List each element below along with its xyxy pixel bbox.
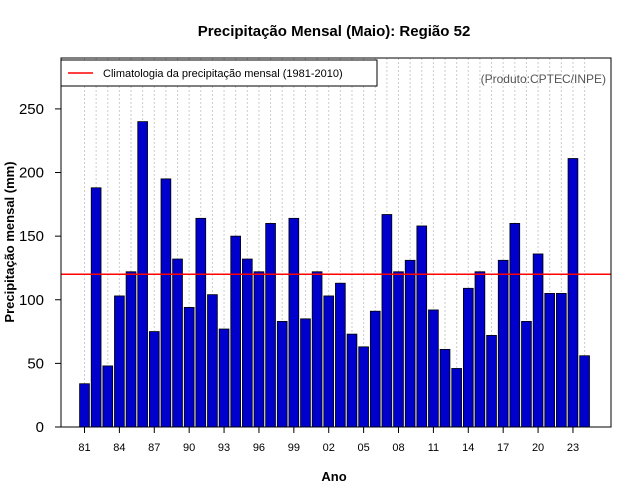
x-tick-label: 08	[392, 442, 404, 454]
bar-1997	[265, 223, 276, 428]
bar-1985	[125, 271, 137, 428]
y-axis-label: Precipitação mensal (mm)	[2, 161, 17, 322]
bar-1981	[79, 383, 90, 428]
bar-2024	[579, 355, 590, 428]
bar-1989	[172, 258, 183, 428]
bar-1996	[253, 271, 265, 428]
y-tick-label: 250	[19, 101, 44, 118]
chart-title: Precipitação Mensal (Maio): Região 52	[198, 23, 471, 40]
plot-border	[60, 57, 612, 428]
bar-2015	[474, 271, 486, 428]
x-tick-label: 20	[532, 442, 544, 454]
x-tick-label: 17	[497, 442, 509, 454]
bar-2010	[416, 225, 428, 428]
x-tick-label: 99	[288, 442, 300, 454]
y-tick-label: 50	[27, 355, 44, 372]
bar-2013	[451, 368, 462, 428]
bar-2003	[335, 282, 346, 428]
y-axis: 0 50 100 150 200 250	[19, 101, 61, 436]
bar-2019	[521, 320, 532, 428]
bar-1998	[276, 320, 288, 428]
x-tick-label: 02	[323, 442, 335, 454]
bar-2002	[323, 295, 335, 428]
credit-text: (Produto:CPTEC/INPE)	[481, 72, 606, 86]
bar-1988	[160, 178, 172, 428]
bar-1999	[288, 217, 300, 428]
bar-2022	[556, 292, 567, 428]
bar-2012	[439, 348, 451, 428]
bar-1992	[207, 294, 218, 428]
bar-2017	[497, 259, 509, 428]
bar-2004	[346, 333, 358, 428]
bar-1995	[242, 258, 253, 428]
x-axis: 81 84 87 90 93 96 99 02 05 08 11 14 17 20 23	[78, 427, 579, 454]
bar-2020	[532, 253, 544, 428]
x-axis-label: Ano	[321, 469, 346, 484]
bar-1991	[195, 217, 207, 428]
bar-2005	[358, 346, 369, 428]
bar-2009	[404, 259, 416, 428]
bar-2000	[300, 318, 311, 428]
bar-2021	[544, 292, 555, 428]
x-tick-label: 90	[183, 442, 195, 454]
legend-box	[60, 59, 378, 87]
bar-1994	[230, 235, 241, 428]
y-tick-label: 150	[19, 228, 44, 245]
x-tick-label: 96	[253, 442, 265, 454]
bar-2007	[381, 214, 393, 428]
x-tick-label: 05	[357, 442, 369, 454]
bar-1990	[183, 306, 195, 428]
bar-2023	[567, 158, 579, 428]
y-tick-label: 0	[36, 419, 44, 436]
bar-2011	[428, 309, 439, 428]
x-tick-label: 23	[567, 442, 579, 454]
bar-1993	[218, 328, 230, 428]
bar-1983	[102, 365, 114, 428]
bar-1984	[114, 295, 125, 428]
bar-2016	[486, 334, 497, 428]
y-tick-label: 100	[19, 292, 44, 309]
bar-1982	[90, 187, 102, 428]
bar-1987	[148, 331, 160, 428]
legend: Climatologia da precipitação mensal (198…	[60, 59, 378, 87]
y-tick-label: 200	[19, 165, 44, 182]
bar-2008	[393, 271, 404, 428]
bar-2014	[462, 287, 474, 428]
x-tick-label: 14	[462, 442, 474, 454]
x-tick-label: 11	[428, 442, 439, 454]
bar-2001	[311, 271, 323, 428]
x-tick-label: 87	[148, 442, 160, 454]
bar-2018	[509, 223, 521, 428]
x-tick-label: 84	[113, 442, 125, 454]
bar-2006	[369, 310, 381, 428]
x-tick-label: 93	[218, 442, 230, 454]
legend-label: Climatologia da precipitação mensal (198…	[103, 68, 343, 80]
x-tick-label: 81	[78, 442, 90, 454]
